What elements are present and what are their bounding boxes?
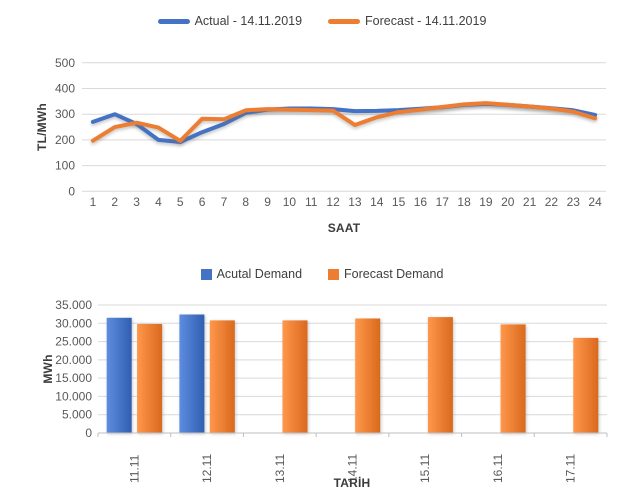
line-chart-x-tick: 7	[221, 195, 228, 209]
line-chart-x-tick: 21	[523, 195, 537, 209]
line-chart-x-tick: 5	[177, 195, 184, 209]
line-chart-x-tick: 10	[283, 195, 297, 209]
line-chart-y-tick: 100	[55, 159, 75, 173]
bar-forecast-demand-16.11	[500, 324, 526, 433]
bar-acutal-demand-12.11	[179, 314, 205, 433]
bar-chart-x-tick: 17.11	[564, 454, 578, 483]
bar-chart-x-tick: 13.11	[273, 454, 287, 483]
bar-chart-x-tick: 11.11	[127, 454, 141, 483]
line-chart-y-tick: 200	[55, 133, 75, 147]
bar-forecast-demand-15.11	[427, 317, 453, 433]
bar-chart-y-tick: 10.000	[55, 389, 92, 403]
line-chart-x-tick: 22	[545, 195, 559, 209]
line-chart-y-tick: 300	[55, 107, 75, 121]
bar-chart-x-tick: 14.11	[346, 454, 360, 483]
line-series-forecast	[90, 101, 598, 143]
legend-item-forecast[interactable]: Forecast - 14.11.2019	[328, 14, 486, 28]
bar-chart-y-tick: 0	[85, 426, 92, 440]
line-chart-y-axis-title: TL/MWh	[35, 103, 49, 151]
bar-chart-x-tick: 12.11	[200, 454, 214, 483]
bar-chart-x-axis-title: TARİH	[333, 476, 371, 490]
bar-acutal-demand-11.11	[106, 317, 132, 433]
line-chart-x-tick: 9	[264, 195, 271, 209]
line-chart-legend: Actual - 14.11.2019 Forecast - 14.11.201…	[0, 12, 644, 30]
line-series-actual	[90, 101, 598, 144]
forecast-demand-marker-icon	[328, 268, 340, 280]
legend-label-forecast-demand: Forecast Demand	[344, 267, 444, 281]
line-chart-x-tick: 15	[392, 195, 406, 209]
line-chart-x-tick: 6	[199, 195, 206, 209]
line-chart-x-tick: 16	[414, 195, 428, 209]
forecast-line-marker-icon	[328, 18, 361, 24]
line-chart-x-tick: 23	[567, 195, 581, 209]
bar-forecast-demand-13.11	[282, 320, 308, 433]
bar-chart-y-tick: 20.000	[55, 353, 92, 367]
line-chart-x-tick: 2	[111, 195, 118, 209]
line-chart-x-tick: 18	[457, 195, 471, 209]
line-chart-x-tick: 13	[348, 195, 362, 209]
bar-chart-y-axis-title: MWh	[41, 354, 55, 384]
legend-item-forecast-demand[interactable]: Forecast Demand	[328, 267, 443, 281]
legend-item-actual-demand[interactable]: Acutal Demand	[200, 267, 303, 281]
actual-demand-marker-icon	[200, 268, 212, 280]
bar-chart-y-tick: 35.000	[55, 298, 92, 312]
bar-forecast-demand-17.11	[573, 337, 599, 433]
bar-chart-x-tick: 16.11	[491, 454, 505, 483]
bar-chart-y-tick: 25.000	[55, 335, 92, 349]
bar-chart-legend: Acutal Demand Forecast Demand	[0, 265, 644, 283]
line-chart-y-tick: 400	[55, 82, 75, 96]
line-chart-x-tick: 3	[133, 195, 140, 209]
line-chart-x-tick: 24	[588, 195, 602, 209]
bar-chart-x-tick: 15.11	[418, 454, 432, 483]
bar-forecast-demand-14.11	[355, 318, 381, 433]
line-chart-x-tick: 12	[326, 195, 340, 209]
bar-forecast-demand-11.11	[137, 324, 163, 433]
line-chart-x-tick: 14	[370, 195, 384, 209]
line-chart-x-axis-title: SAAT	[327, 221, 361, 235]
legend-label-actual: Actual - 14.11.2019	[194, 14, 303, 28]
line-chart-x-tick: 17	[436, 195, 450, 209]
legend-label-forecast: Forecast - 14.11.2019	[365, 14, 487, 28]
bar-chart-y-tick: 15.000	[55, 371, 92, 385]
line-chart-x-tick: 8	[242, 195, 249, 209]
line-chart-y-tick: 500	[55, 56, 75, 70]
line-chart-x-tick: 20	[501, 195, 515, 209]
line-chart-x-tick: 11	[305, 195, 318, 209]
legend-item-actual[interactable]: Actual - 14.11.2019	[157, 14, 303, 28]
line-chart-x-tick: 1	[90, 195, 97, 209]
bar-chart-y-tick: 30.000	[55, 316, 92, 330]
bar-chart-y-tick: 5.000	[62, 408, 92, 422]
line-chart-x-tick: 4	[155, 195, 162, 209]
bar-forecast-demand-12.11	[209, 320, 235, 433]
line-chart-x-tick: 19	[479, 195, 493, 209]
line-chart-y-tick: 0	[68, 184, 75, 198]
actual-line-marker-icon	[157, 18, 190, 24]
legend-label-actual-demand: Acutal Demand	[216, 267, 303, 281]
